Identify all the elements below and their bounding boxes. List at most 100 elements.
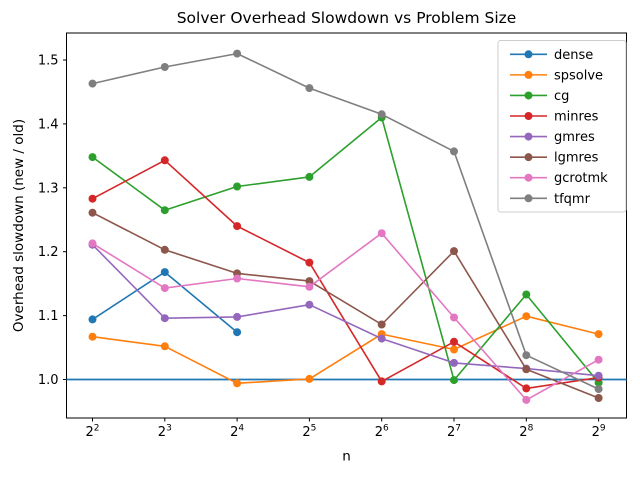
legend-sample-marker [524,132,533,141]
data-point [160,314,169,323]
series-line [91,52,600,390]
legend-entry-tfqmr: tfqmr [510,192,591,207]
data-point [88,153,97,162]
series-dense [88,268,242,337]
legend-label-gmres: gmres [554,130,595,145]
data-point [88,315,97,324]
axes-frame [66,32,627,419]
data-point [160,284,169,293]
series-line [91,243,600,377]
data-point [233,274,242,283]
y-axis-label: Overhead slowdown (new / old) [11,119,27,332]
data-point [160,342,169,351]
x-tick-label: 25 [302,424,316,441]
y-tick-label: 1.2 [38,245,59,260]
data-point [450,313,458,322]
data-point [377,320,386,329]
legend-label-gcrotmk: gcrotmk [554,171,608,186]
data-point [160,63,169,71]
data-point [594,330,603,339]
axes-layer: 1.0 1.1 1.2 1.3 1.4 1.5 22 23 24 25 26 27 28 29 [38,32,627,441]
data-point [450,337,458,346]
data-point [522,395,531,404]
x-tick-label: 29 [592,424,606,441]
legend-entry-lgmres: lgmres [510,151,599,166]
x-axis-label: n [342,449,351,465]
legend-sample-marker [524,112,533,121]
legend-sample-marker [524,173,533,182]
legend-entry-cg: cg [510,89,569,104]
legend-sample-marker [524,50,533,59]
data-point [233,222,242,231]
series-layer [66,49,627,404]
legend-entry-dense: dense [510,48,593,63]
data-point [233,379,242,388]
data-point [450,345,458,354]
legend-sample-marker [524,194,533,203]
x-tick-label: 22 [85,424,99,441]
legend-entry-gmres: gmres [510,130,595,145]
data-point [450,376,458,385]
data-point [305,300,314,309]
legend-layer: dense spsolve cg minres gmres lgmres gcrotmk tf… [497,40,627,213]
series-gcrotmk [88,229,603,404]
data-point [160,156,169,165]
series-lgmres [88,208,603,402]
data-point [233,328,242,337]
data-point [450,358,458,367]
data-point [377,229,386,238]
data-point [377,377,386,386]
legend-box [497,40,627,213]
series-line [91,116,600,384]
legend-label-spsolve: spsolve [554,68,603,83]
x-tick-label: 26 [375,424,389,441]
data-point [522,351,531,360]
legend-label-minres: minres [554,110,599,125]
legend: dense spsolve cg minres gmres lgmres gcrotmk tf… [497,40,627,213]
y-tick-label: 1.0 [38,373,59,388]
data-point [305,374,314,383]
legend-label-tfqmr: tfqmr [554,192,591,207]
data-point [88,79,97,88]
legend-entry-spsolve: spsolve [510,68,603,83]
x-tick-label: 28 [519,424,533,441]
x-tick-label: 24 [230,424,244,441]
series-line [91,211,600,399]
data-point [88,208,97,217]
data-point [450,247,458,256]
data-point [522,312,531,321]
y-tick-label: 1.4 [38,117,59,132]
data-point [305,258,314,267]
data-point [305,277,314,286]
data-point [305,172,314,181]
series-tfqmr [88,49,603,394]
legend-entry-minres: minres [510,110,599,125]
data-point [305,84,314,93]
legend-label-dense: dense [554,48,593,63]
data-point [88,194,97,203]
data-point [522,384,531,393]
chart-title: Solver Overhead Slowdown vs Problem Size [177,9,517,27]
series-line [91,315,600,385]
data-point [594,385,603,394]
legend-sample-marker [524,153,533,162]
y-tick-label: 1.5 [38,54,59,69]
data-point [377,110,386,119]
x-tick-label: 23 [158,424,172,441]
data-point [594,371,603,380]
legend-entry-gcrotmk: gcrotmk [510,171,608,186]
data-point [160,206,169,215]
data-point [88,332,97,341]
legend-sample-marker [524,91,533,100]
x-tick-label: 27 [447,424,461,441]
data-point [594,355,603,364]
data-point [522,365,531,374]
legend-label-lgmres: lgmres [554,151,599,166]
data-point [160,245,169,254]
y-tick-label: 1.1 [38,309,59,324]
data-point [233,49,242,58]
legend-label-cg: cg [554,89,569,104]
data-point [305,282,314,291]
data-point [233,182,242,191]
